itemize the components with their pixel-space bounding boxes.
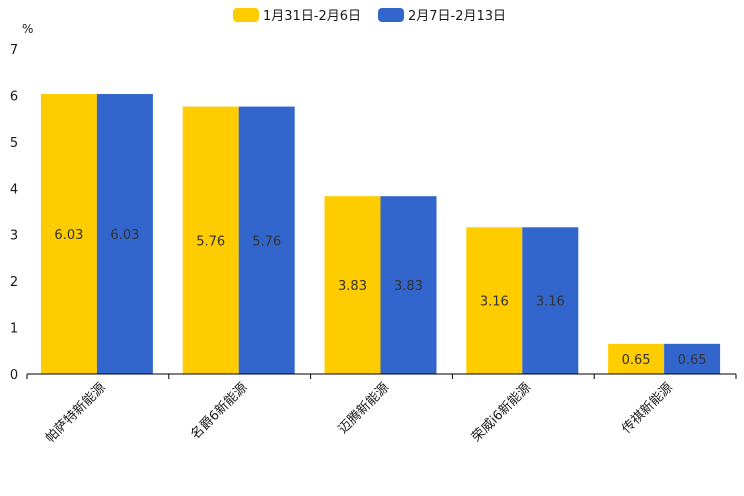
data-label: 5.76 <box>252 234 281 249</box>
bar-2-1 <box>96 94 153 375</box>
y-tick-label: 3 <box>10 229 18 244</box>
legend-label-2: 2月7日-2月13日 <box>408 9 506 24</box>
y-tick-label: 1 <box>10 322 18 337</box>
bar-2-2 <box>238 106 295 375</box>
x-axis: 帕萨特新能源 名爵6新能源 迈腾新能源 荣威i6新能源 传祺新能源 <box>26 374 737 446</box>
x-category-label: 名爵6新能源 <box>187 380 250 443</box>
y-axis-unit: % <box>22 22 33 36</box>
data-label: 3.16 <box>480 295 509 310</box>
y-axis: 0 1 2 3 4 5 6 7 <box>10 43 18 383</box>
y-tick-label: 0 <box>10 368 18 383</box>
bar-2-5 <box>664 343 721 374</box>
bar-1-3 <box>324 196 381 374</box>
bars: 6.03 6.03 5.76 5.76 3.83 3.83 3.16 3.16 0.65 0.65 <box>40 94 721 375</box>
y-tick-label: 7 <box>10 43 18 58</box>
bar-2-4 <box>522 227 579 374</box>
data-label: 0.65 <box>622 353 651 368</box>
bar-1-2 <box>182 106 239 375</box>
x-category-label: 荣威i6新能源 <box>468 380 534 446</box>
data-label: 3.83 <box>394 279 423 294</box>
y-tick-label: 2 <box>10 275 18 290</box>
bar-1-5 <box>608 343 665 374</box>
legend: 1月31日-2月6日 2月7日-2月13日 <box>233 8 506 24</box>
legend-label-1: 1月31日-2月6日 <box>263 9 361 24</box>
data-label: 6.03 <box>110 228 139 243</box>
y-tick-label: 6 <box>10 89 18 104</box>
x-category-label: 传祺新能源 <box>619 380 676 437</box>
bar-2-3 <box>380 196 437 374</box>
data-label: 3.16 <box>536 295 565 310</box>
data-label: 5.76 <box>196 234 225 249</box>
bar-1-1 <box>40 94 97 375</box>
y-tick-label: 5 <box>10 136 18 151</box>
legend-swatch-1 <box>233 8 259 22</box>
data-label: 0.65 <box>678 353 707 368</box>
x-category-label: 迈腾新能源 <box>335 380 392 437</box>
data-label: 6.03 <box>54 228 83 243</box>
y-tick-label: 4 <box>10 182 18 197</box>
x-category-label: 帕萨特新能源 <box>42 380 108 446</box>
legend-swatch-2 <box>378 8 404 22</box>
data-label: 3.83 <box>338 279 367 294</box>
bar-1-4 <box>466 227 523 374</box>
